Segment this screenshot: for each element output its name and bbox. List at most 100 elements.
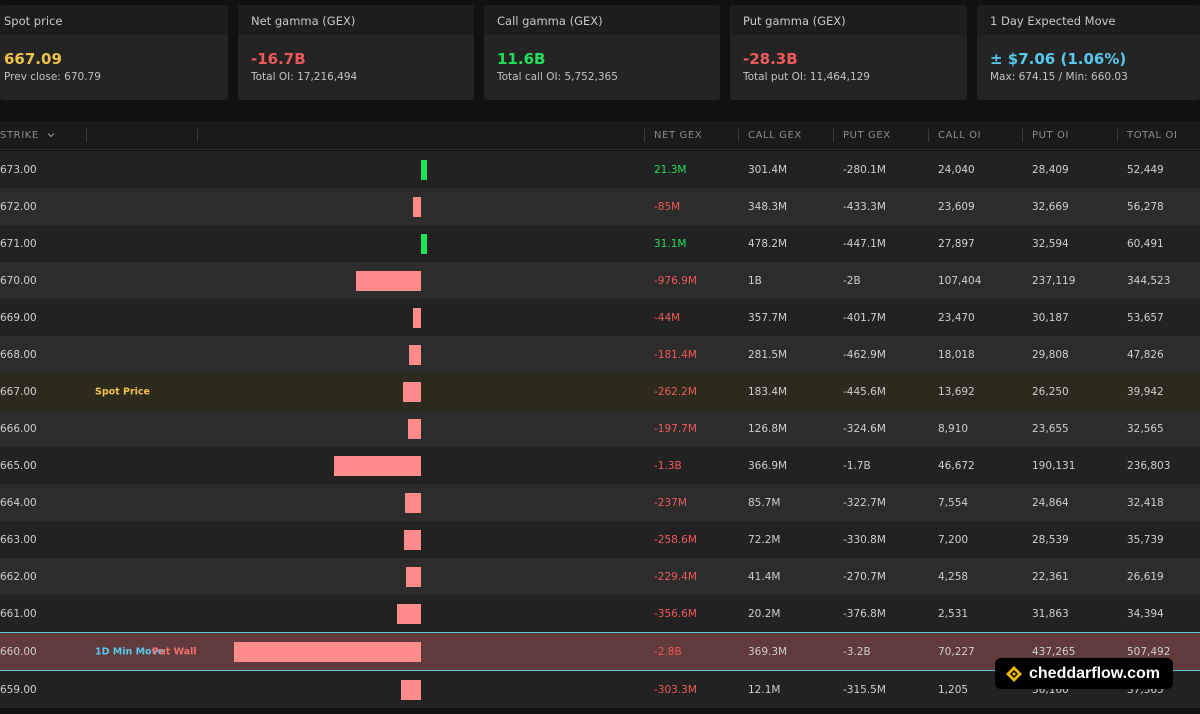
- call-gamma-value: 11.6B: [497, 50, 546, 68]
- cell-coi: 70,227: [938, 645, 975, 658]
- col-put-gex-header[interactable]: PUT GEX: [843, 130, 891, 141]
- card-put-gamma: Put gamma (GEX) -28.3B Total put OI: 11,…: [730, 5, 967, 100]
- cell-toi: 507,492: [1127, 645, 1171, 658]
- column-divider[interactable]: [928, 129, 929, 142]
- cell-net: -303.3M: [654, 683, 697, 696]
- table-row[interactable]: 665.00 -1.3B 366.9M -1.7B 46,672 190,131 236,8…: [0, 447, 1200, 484]
- cell-coi: 18,018: [938, 348, 975, 361]
- cell-strike: 671.00: [0, 237, 37, 250]
- net-gamma-value: -16.7B: [251, 50, 306, 68]
- col-call-oi-header[interactable]: CALL OI: [938, 130, 982, 141]
- net-gex-bar: [397, 603, 421, 624]
- cell-poi: 31,863: [1032, 607, 1069, 620]
- net-gex-bar: [355, 270, 421, 291]
- cell-net: 31.1M: [654, 237, 687, 250]
- cell-strike: 661.00: [0, 607, 37, 620]
- cell-net: -1.3B: [654, 459, 682, 472]
- col-strike-header[interactable]: STRIKE: [0, 130, 55, 141]
- cell-net: -85M: [654, 200, 681, 213]
- cell-put: -433.3M: [843, 200, 886, 213]
- card-net-gamma: Net gamma (GEX) -16.7B Total OI: 17,216,…: [238, 5, 474, 100]
- cell-poi: 237,119: [1032, 274, 1076, 287]
- cell-coi: 24,040: [938, 163, 975, 176]
- card-title: Put gamma (GEX): [730, 5, 967, 35]
- table-row[interactable]: 667.00 -262.2M 183.4M -445.6M 13,692 26,250 39…: [0, 373, 1200, 410]
- net-gex-bar: [408, 344, 421, 365]
- column-divider[interactable]: [197, 129, 198, 142]
- cell-coi: 2,531: [938, 607, 969, 620]
- total-put-oi: Total put OI: 11,464,129: [743, 71, 870, 83]
- col-strike-label: STRIKE: [0, 130, 39, 141]
- net-gex-bar: [403, 529, 421, 550]
- card-title: Call gamma (GEX): [484, 5, 720, 35]
- cell-net: -44M: [654, 311, 681, 324]
- column-divider[interactable]: [1117, 129, 1118, 142]
- col-put-oi-header[interactable]: PUT OI: [1032, 130, 1070, 141]
- cell-coi: 1,205: [938, 683, 969, 696]
- cell-strike: 669.00: [0, 311, 37, 324]
- net-gex-bar: [421, 233, 427, 254]
- table-row[interactable]: 662.00 -229.4M 41.4M -270.7M 4,258 22,361 26,6…: [0, 558, 1200, 595]
- col-net-gex-header[interactable]: NET GEX: [654, 130, 703, 141]
- cell-put: -445.6M: [843, 385, 886, 398]
- table-row[interactable]: 673.00 21.3M 301.4M -280.1M 24,040 28,409 52,4…: [0, 151, 1200, 188]
- cell-poi: 28,539: [1032, 533, 1069, 546]
- column-divider[interactable]: [1022, 129, 1023, 142]
- table-row[interactable]: 669.00 -44M 357.7M -401.7M 23,470 30,187 53,65…: [0, 299, 1200, 336]
- table-row[interactable]: 660.00 -2.8B 369.3M -3.2B 70,227 437,265 507,4…: [0, 632, 1200, 671]
- cell-call: 12.1M: [748, 683, 781, 696]
- card-call-gamma: Call gamma (GEX) 11.6B Total call OI: 5,…: [484, 5, 720, 100]
- card-expected-move: 1 Day Expected Move ± $7.06 (1.06%) Max:…: [977, 5, 1200, 100]
- table-row[interactable]: 663.00 -258.6M 72.2M -330.8M 7,200 28,539 35,7…: [0, 521, 1200, 558]
- column-divider[interactable]: [738, 129, 739, 142]
- cell-call: 281.5M: [748, 348, 788, 361]
- cheddar-logo-icon: [1006, 665, 1022, 682]
- net-gex-bar: [403, 381, 421, 402]
- col-call-gex-header[interactable]: CALL GEX: [748, 130, 802, 141]
- column-divider[interactable]: [644, 129, 645, 142]
- cell-call: 85.7M: [748, 496, 781, 509]
- column-divider[interactable]: [86, 129, 87, 142]
- cell-call: 301.4M: [748, 163, 788, 176]
- table-row[interactable]: 672.00 -85M 348.3M -433.3M 23,609 32,669 56,27…: [0, 188, 1200, 225]
- cell-coi: 27,897: [938, 237, 975, 250]
- table-row[interactable]: 670.00 -976.9M 1B -2B 107,404 237,119 344,523: [0, 262, 1200, 299]
- table-row[interactable]: 664.00 -237M 85.7M -322.7M 7,554 24,864 32,418: [0, 484, 1200, 521]
- total-oi: Total OI: 17,216,494: [251, 71, 358, 83]
- cell-net: -197.7M: [654, 422, 697, 435]
- cell-poi: 190,131: [1032, 459, 1076, 472]
- cell-net: -356.6M: [654, 607, 697, 620]
- cell-put: -3.2B: [843, 645, 871, 658]
- table-row[interactable]: 661.00 -356.6M 20.2M -376.8M 2,531 31,863 34,3…: [0, 595, 1200, 632]
- cell-call: 366.9M: [748, 459, 788, 472]
- column-divider[interactable]: [833, 129, 834, 142]
- cell-put: -270.7M: [843, 570, 886, 583]
- cell-call: 1B: [748, 274, 762, 287]
- cell-poi: 29,808: [1032, 348, 1069, 361]
- cell-toi: 60,491: [1127, 237, 1164, 250]
- cell-toi: 26,619: [1127, 570, 1164, 583]
- net-gex-bar: [405, 492, 421, 513]
- cell-strike: 663.00: [0, 533, 37, 546]
- cell-coi: 4,258: [938, 570, 969, 583]
- cell-toi: 236,803: [1127, 459, 1171, 472]
- cell-net: -237M: [654, 496, 687, 509]
- cell-toi: 32,565: [1127, 422, 1164, 435]
- cell-call: 478.2M: [748, 237, 788, 250]
- table-row[interactable]: 671.00 31.1M 478.2M -447.1M 27,897 32,594 60,4…: [0, 225, 1200, 262]
- cell-toi: 47,826: [1127, 348, 1164, 361]
- cell-put: -324.6M: [843, 422, 886, 435]
- card-title: Spot price: [0, 5, 228, 35]
- table-row[interactable]: 668.00 -181.4M 281.5M -462.9M 18,018 29,808 47…: [0, 336, 1200, 373]
- cell-put: -322.7M: [843, 496, 886, 509]
- cell-toi: 52,449: [1127, 163, 1164, 176]
- cell-net: -262.2M: [654, 385, 697, 398]
- col-total-oi-header[interactable]: TOTAL OI: [1127, 130, 1178, 141]
- cell-coi: 8,910: [938, 422, 969, 435]
- cell-put: -315.5M: [843, 683, 886, 696]
- cell-coi: 7,200: [938, 533, 969, 546]
- summary-cards: Spot price 667.09 Prev close: 670.79 Net…: [0, 0, 1200, 108]
- cell-toi: 39,942: [1127, 385, 1164, 398]
- table-row[interactable]: 666.00 -197.7M 126.8M -324.6M 8,910 23,655 32,…: [0, 410, 1200, 447]
- cell-put: -462.9M: [843, 348, 886, 361]
